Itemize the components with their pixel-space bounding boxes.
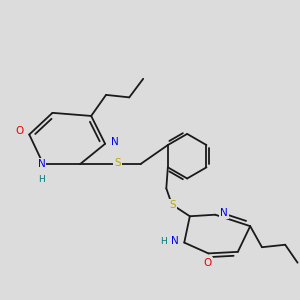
Text: O: O bbox=[16, 126, 24, 136]
Text: N: N bbox=[110, 137, 118, 147]
Text: H: H bbox=[160, 236, 166, 245]
Text: H: H bbox=[38, 175, 45, 184]
Text: N: N bbox=[171, 236, 179, 246]
Text: N: N bbox=[38, 159, 46, 169]
Text: S: S bbox=[114, 158, 121, 168]
Text: N: N bbox=[220, 208, 228, 218]
Text: S: S bbox=[169, 200, 176, 210]
Text: O: O bbox=[204, 258, 212, 268]
